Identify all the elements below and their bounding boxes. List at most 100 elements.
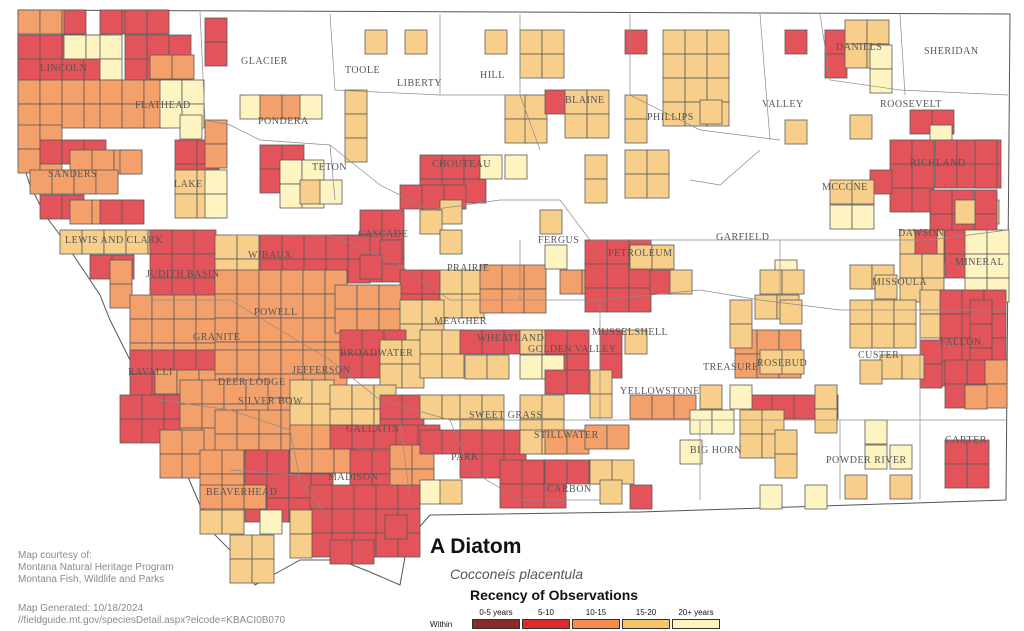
- grid-cell: [266, 449, 290, 475]
- grid-cell: [353, 484, 377, 510]
- grid-cell: [889, 187, 913, 213]
- grid-cell: [584, 154, 608, 180]
- grid-cell: [299, 179, 323, 205]
- grid-cell: [969, 299, 993, 325]
- grid-cell: [544, 369, 568, 395]
- grid-cell: [544, 244, 568, 270]
- grid-cell: [356, 308, 380, 334]
- county-label: PRAIRIE: [447, 263, 489, 274]
- county-label: MEAGHER: [434, 316, 487, 327]
- grid-cell: [109, 283, 133, 309]
- grid-cell: [866, 19, 890, 45]
- grid-cell: [378, 308, 402, 334]
- grid-cell: [419, 329, 443, 355]
- grid-cell: [759, 484, 783, 510]
- county-label: CARTER: [945, 435, 987, 446]
- grid-cell: [524, 118, 548, 144]
- grid-cell: [309, 508, 333, 534]
- legend-label-15-20: 15-20: [635, 608, 657, 617]
- grid-cell: [17, 103, 41, 129]
- county-boundary: [629, 14, 781, 141]
- grid-cell: [349, 449, 373, 475]
- grid-cell: [129, 294, 153, 320]
- grid-cell: [99, 58, 123, 84]
- grid-cell: [646, 149, 670, 175]
- grid-cell: [280, 317, 304, 343]
- legend-swatch-5-10: [522, 619, 570, 629]
- grid-cell: [849, 264, 873, 290]
- grid-cell: [519, 354, 543, 380]
- grid-cell: [606, 287, 630, 313]
- grid-cell: [684, 77, 708, 103]
- grid-cell: [779, 299, 803, 325]
- grid-cell: [63, 34, 87, 60]
- county-label: LIBERTY: [397, 78, 442, 89]
- grid-cell: [611, 459, 635, 485]
- county-label: HILL: [480, 70, 505, 81]
- county-label: SANDERS: [48, 169, 97, 180]
- county-boundary: [689, 149, 761, 186]
- county-label: MINERAL: [955, 257, 1004, 268]
- grid-cell: [919, 313, 943, 339]
- grid-cell: [193, 229, 217, 255]
- grid-cell: [871, 299, 895, 325]
- grid-cell: [521, 483, 545, 509]
- grid-cell: [204, 193, 228, 219]
- grid-cell: [919, 289, 943, 315]
- grid-cell: [699, 384, 723, 410]
- county-label: LINCOLN: [40, 63, 87, 74]
- grid-cell: [944, 359, 968, 385]
- legend-label-5-10: 5-10: [537, 608, 554, 617]
- map-credit-line-1: Map courtesy of:: [18, 550, 92, 561]
- grid-cell: [303, 234, 327, 260]
- county-boundaries: [150, 11, 1009, 521]
- grid-cell: [280, 269, 304, 295]
- grid-cell: [889, 444, 913, 470]
- grid-cell: [739, 409, 763, 435]
- grid-cell: [419, 479, 443, 505]
- grid-cell: [389, 444, 413, 470]
- county-label: ROOSEVELT: [880, 99, 942, 110]
- grid-cell: [17, 9, 41, 35]
- grid-cell: [689, 409, 713, 435]
- county-label: STILLWATER: [534, 430, 599, 441]
- grid-cell: [814, 384, 838, 410]
- grid-cell: [258, 317, 282, 343]
- observation-grid-cells: [17, 9, 1010, 584]
- county-label: PARK: [451, 452, 479, 463]
- county-boundary: [759, 13, 771, 141]
- grid-cell: [759, 269, 783, 295]
- county-label: GARFIELD: [716, 232, 769, 243]
- county-label: JUDITH BASIN: [146, 269, 220, 280]
- county-label: RICHLAND: [910, 158, 966, 169]
- legend-label-10-15: 10-15: [585, 608, 607, 617]
- grid-cell: [302, 269, 326, 295]
- grid-cell: [921, 253, 945, 279]
- grid-cell: [174, 139, 198, 165]
- grid-cell: [419, 429, 443, 455]
- grid-cell: [214, 293, 238, 319]
- grid-cell: [302, 293, 326, 319]
- grid-cell: [359, 254, 383, 280]
- grid-cell: [459, 429, 483, 455]
- grid-cell: [784, 119, 808, 145]
- county-label: MCCONE: [822, 182, 868, 193]
- grid-cell: [174, 193, 198, 219]
- county-label: DEER LODGE: [218, 377, 286, 388]
- grid-cell: [69, 199, 93, 225]
- grid-cell: [146, 9, 170, 35]
- grid-cell: [684, 29, 708, 55]
- grid-cell: [279, 183, 303, 209]
- grid-cell: [171, 54, 195, 80]
- grid-cell: [199, 449, 223, 475]
- legend-swatch-10-15: [572, 619, 620, 629]
- species-scientific-name: Cocconeis placentula: [450, 566, 584, 582]
- grid-cell: [39, 9, 63, 35]
- county-label: MISSOULA: [872, 277, 927, 288]
- county-boundary: [159, 399, 291, 431]
- map-credit-line-3: Montana Fish, Wildlife and Parks: [18, 574, 165, 585]
- legend-title: Recency of Observations: [470, 587, 639, 603]
- grid-cell: [325, 234, 349, 260]
- grid-cell: [229, 558, 253, 584]
